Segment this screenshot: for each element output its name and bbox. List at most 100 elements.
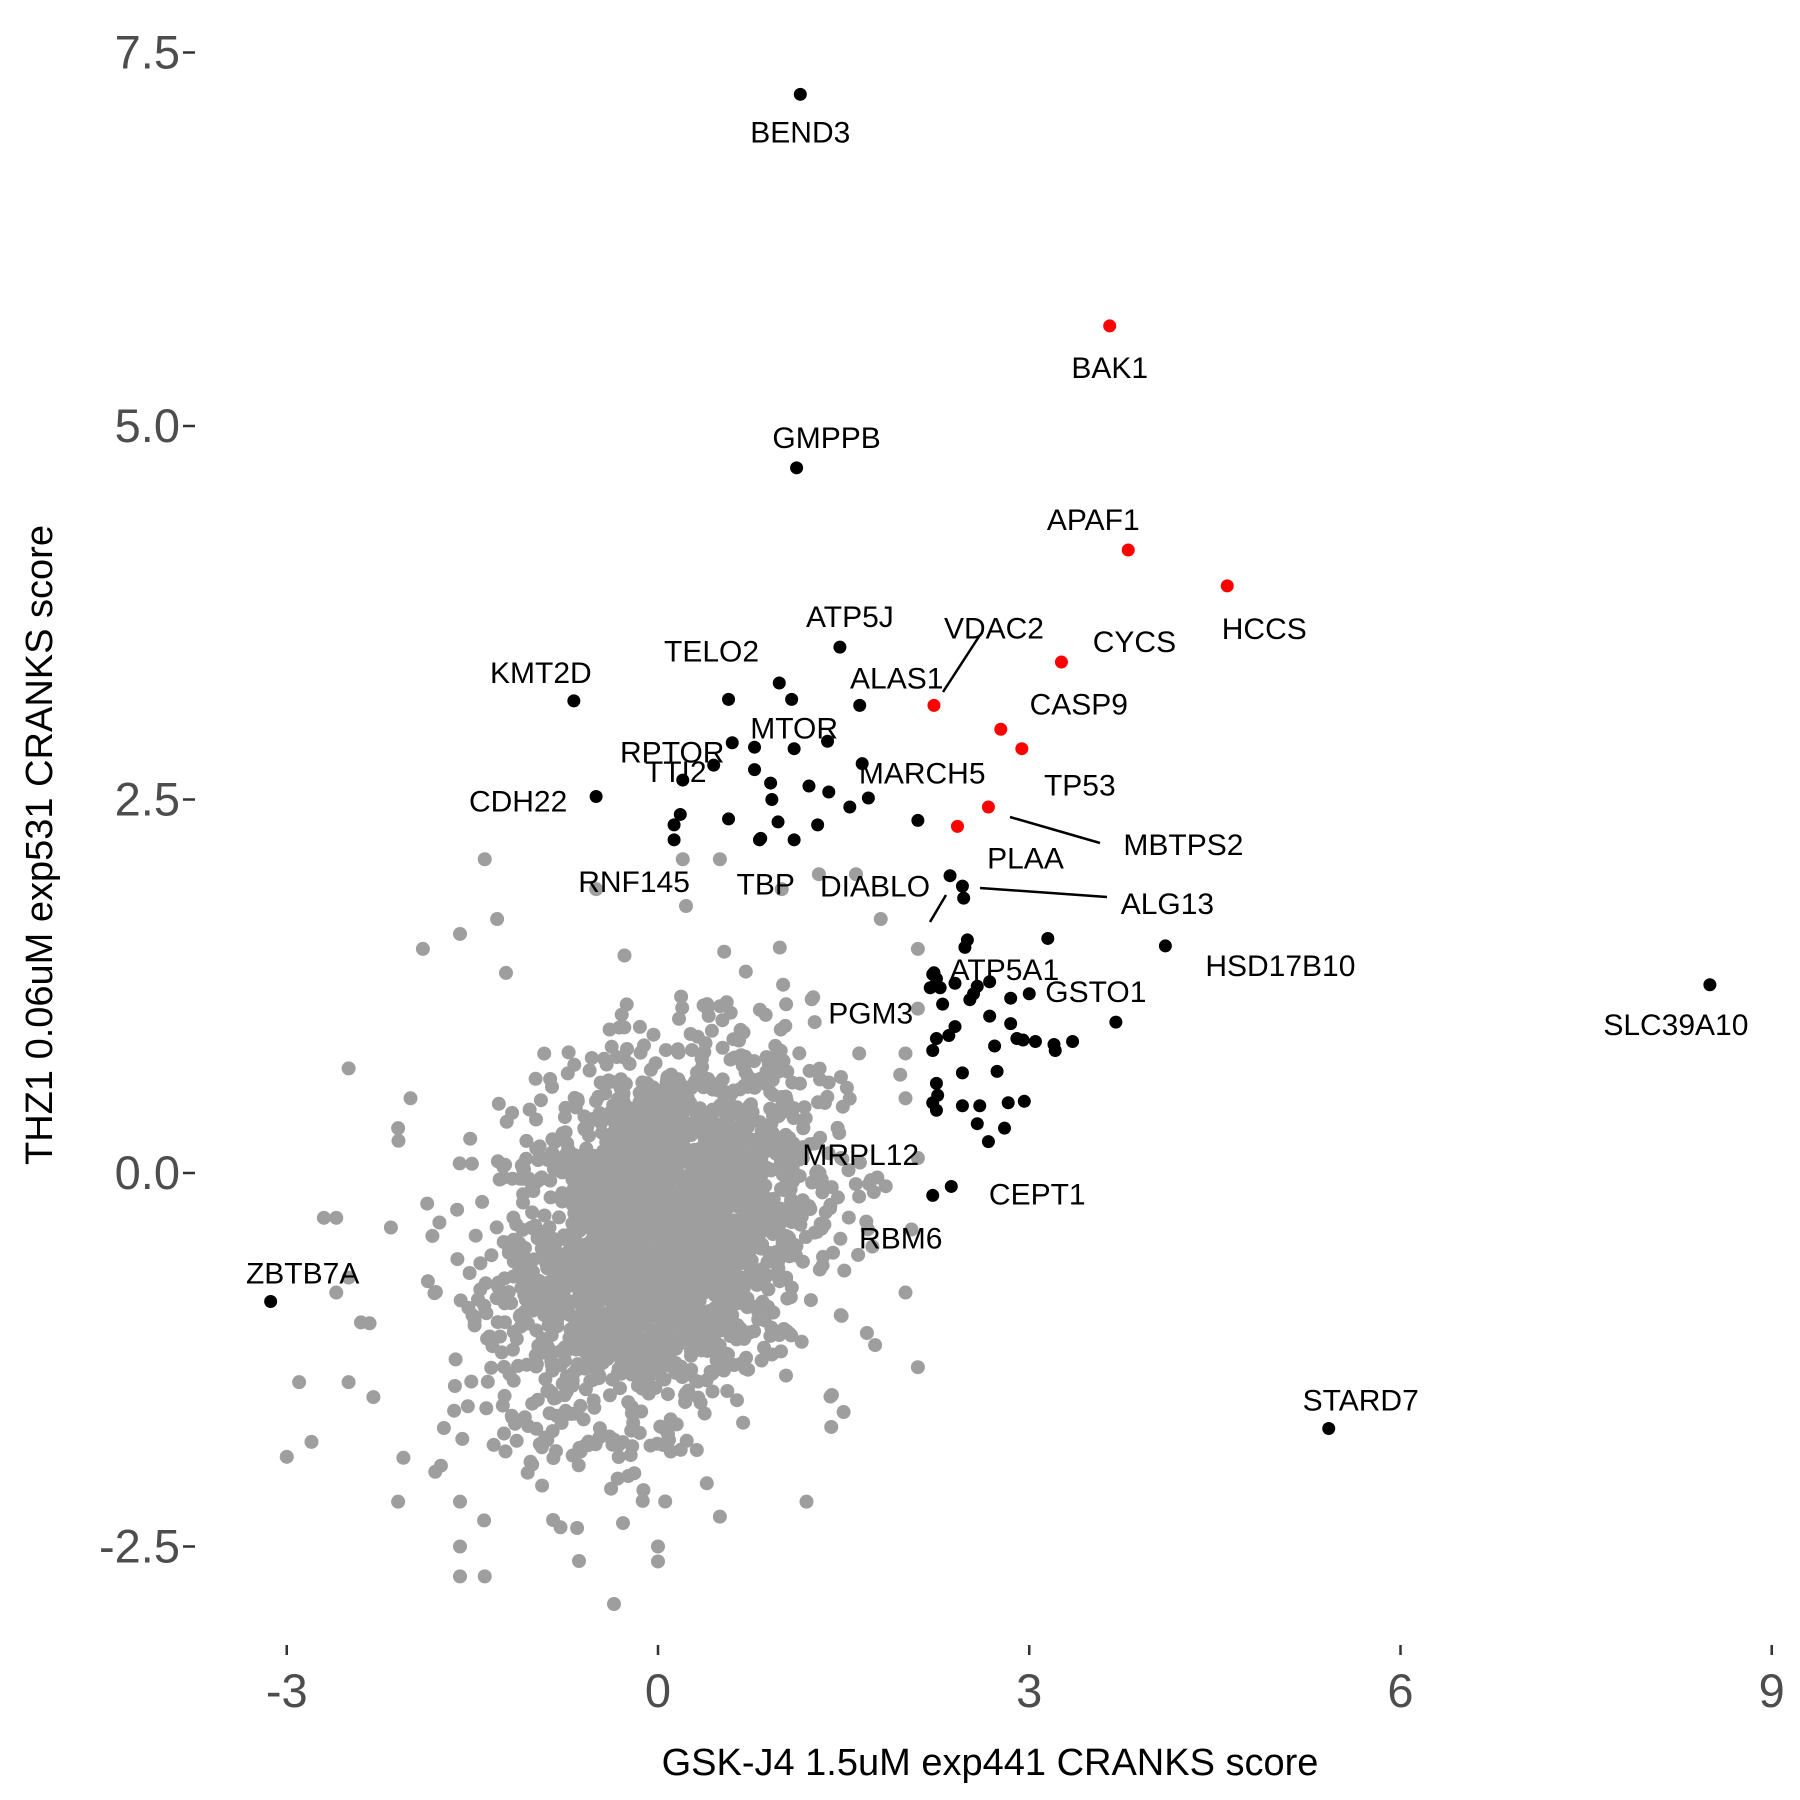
background-point (292, 1375, 307, 1390)
background-point (705, 1340, 720, 1355)
background-point (610, 1246, 625, 1261)
background-point (782, 1130, 797, 1145)
background-point (736, 1415, 751, 1430)
background-point (715, 1040, 730, 1055)
background-point (658, 1143, 673, 1158)
background-point (693, 1395, 708, 1410)
background-point (849, 867, 863, 882)
y-tick-label: 7.5 (115, 26, 180, 79)
background-point (645, 1263, 659, 1278)
background-point (540, 1152, 555, 1167)
background-point (630, 1355, 644, 1370)
background-point (682, 1154, 697, 1169)
background-point (599, 1057, 614, 1072)
background-point (573, 1175, 588, 1190)
highlight-point (861, 791, 875, 805)
x-tick-label: 3 (1016, 1664, 1042, 1717)
background-point (535, 1331, 550, 1346)
background-point (572, 1554, 586, 1568)
background-point (534, 1170, 549, 1185)
highlight-point (722, 812, 736, 826)
background-point (549, 1408, 564, 1423)
background-point (761, 1056, 776, 1071)
background-point (715, 1257, 730, 1272)
background-point (654, 1159, 669, 1174)
background-point (511, 1358, 525, 1373)
background-point (479, 1401, 494, 1416)
background-point (745, 1132, 760, 1147)
background-point (415, 941, 430, 956)
background-point (660, 1178, 675, 1193)
background-point (517, 1304, 532, 1319)
background-point (820, 1089, 835, 1104)
highlight-point-tti2 (676, 773, 690, 787)
background-point (447, 1403, 462, 1418)
highlight-point-mtor (787, 742, 801, 756)
gene-label-cdh22: CDH22 (469, 786, 567, 819)
background-point (329, 1210, 344, 1225)
gene-label-rnf145: RNF145 (578, 866, 690, 899)
background-point (609, 1050, 624, 1064)
gene-label-bend3: BEND3 (750, 116, 850, 149)
background-point (537, 1308, 552, 1322)
background-point (848, 1177, 863, 1192)
background-point (695, 1287, 710, 1301)
background-point (567, 1057, 582, 1072)
background-point (774, 1344, 788, 1359)
background-point (671, 1127, 686, 1142)
background-point (561, 1045, 576, 1060)
background-point (813, 1072, 827, 1087)
background-point (436, 1421, 451, 1435)
background-point (491, 1096, 506, 1111)
background-point (726, 1196, 741, 1211)
gene-label-mtor: MTOR (750, 713, 838, 746)
highlight-point-casp9 (994, 722, 1008, 736)
background-point (611, 1361, 626, 1376)
background-point (568, 1208, 583, 1223)
background-point (649, 1127, 664, 1142)
background-point (581, 1153, 595, 1168)
background-point (663, 1294, 678, 1309)
background-point (428, 1464, 443, 1479)
highlight-point-rbm6 (926, 1188, 940, 1202)
background-point (420, 1196, 435, 1211)
background-point (518, 1292, 533, 1307)
highlight-point-atp5a1 (960, 933, 974, 947)
background-point (651, 1277, 665, 1291)
background-point (734, 1048, 749, 1063)
background-point (807, 1015, 822, 1030)
background-point (704, 1023, 719, 1038)
highlight-point (926, 1043, 940, 1057)
background-point (842, 1091, 857, 1106)
background-point (589, 1094, 603, 1109)
gene-label-mbtps2: MBTPS2 (1123, 829, 1243, 862)
highlight-point (1041, 931, 1055, 945)
background-point (547, 1294, 561, 1309)
gene-label-mrpl12: MRPL12 (802, 1139, 919, 1172)
background-point (558, 1100, 573, 1115)
background-point (519, 1151, 534, 1166)
background-point (679, 899, 693, 913)
background-point (812, 1262, 827, 1277)
background-points (279, 852, 925, 1611)
background-point (865, 1239, 880, 1254)
background-point (396, 1450, 411, 1465)
background-point (852, 1046, 867, 1061)
gene-label-hsd17b10: HSD17B10 (1205, 950, 1355, 983)
highlight-point (1028, 1035, 1042, 1049)
background-point (741, 1221, 756, 1236)
background-point (626, 1250, 641, 1265)
background-point (718, 1148, 733, 1163)
background-point (835, 1152, 850, 1166)
background-point (525, 1205, 540, 1220)
gene-label-atp5a1: ATP5A1 (950, 954, 1060, 987)
background-point (465, 1308, 480, 1323)
background-point (660, 1320, 675, 1334)
background-point (760, 1255, 775, 1269)
background-point (534, 1440, 549, 1455)
background-point (526, 1252, 541, 1267)
background-point (878, 1179, 893, 1194)
background-point (616, 1094, 631, 1109)
highlight-point (811, 818, 825, 832)
background-point (681, 1383, 696, 1398)
